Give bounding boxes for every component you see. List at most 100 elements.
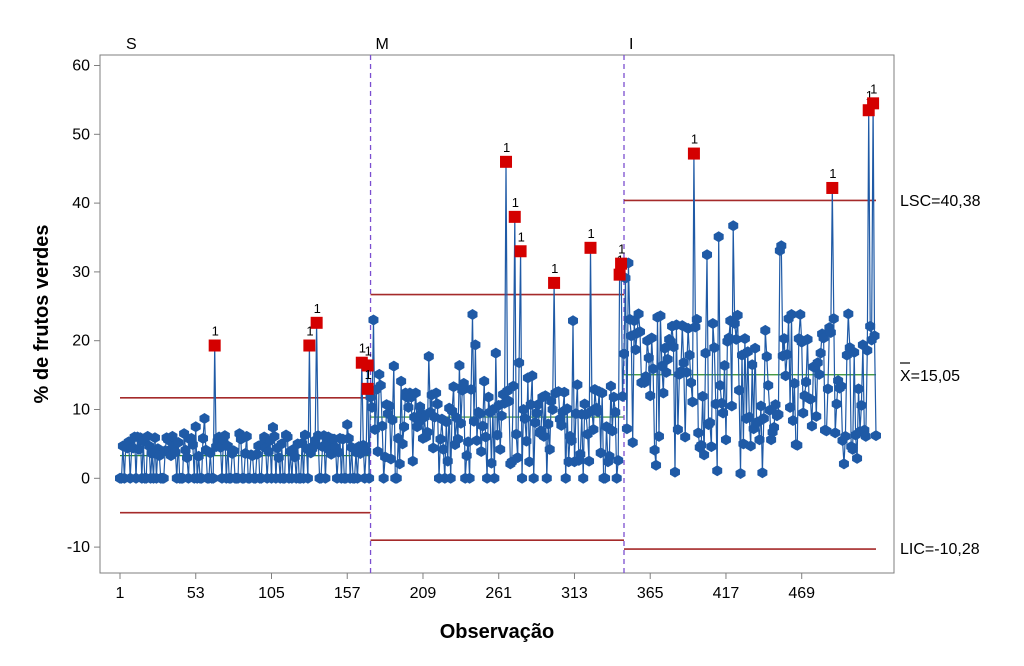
data-point: [755, 400, 766, 412]
data-point: [241, 430, 252, 442]
data-point: [466, 384, 477, 396]
data-point: [758, 412, 769, 424]
data-point: [149, 432, 160, 444]
y-tick-label: 10: [72, 402, 90, 419]
data-point: [299, 429, 310, 441]
data-point: [391, 472, 402, 484]
data-point: [438, 443, 449, 455]
y-tick-label: 30: [72, 264, 90, 281]
data-point: [441, 416, 452, 428]
data-point: [530, 417, 541, 429]
data-point: [818, 332, 829, 344]
data-point: [655, 310, 666, 322]
data-point: [568, 315, 579, 327]
data-point: [566, 434, 577, 446]
test-flag-label: 1: [518, 229, 525, 244]
data-point: [556, 419, 567, 431]
data-point: [463, 436, 474, 448]
test-flag-label: 1: [212, 324, 219, 339]
data-point: [588, 423, 599, 435]
test-flag-label: 1: [306, 324, 313, 339]
y-tick-label: 50: [72, 126, 90, 143]
data-point: [779, 333, 790, 345]
stage-label: I: [629, 36, 633, 53]
data-point: [847, 443, 858, 455]
test-flag-label: 1: [870, 81, 877, 96]
data-point: [514, 357, 525, 369]
data-point: [385, 453, 396, 465]
out-of-control-point: [548, 276, 561, 289]
data-point: [613, 454, 624, 466]
data-point: [525, 399, 536, 411]
data-point: [745, 440, 756, 452]
data-point: [643, 352, 654, 364]
data-point: [648, 363, 659, 375]
out-of-control-point: [514, 245, 527, 258]
data-point: [814, 368, 825, 380]
data-point: [678, 357, 689, 369]
data-point: [579, 398, 590, 410]
data-point: [744, 411, 755, 423]
data-point: [662, 353, 673, 365]
out-of-control-point: [615, 257, 628, 270]
x-tick-label: 417: [713, 585, 740, 602]
data-point: [831, 398, 842, 410]
data-point: [633, 308, 644, 320]
data-point: [668, 341, 679, 353]
data-point: [377, 420, 388, 432]
data-point: [658, 387, 669, 399]
data-point: [394, 458, 405, 470]
data-point: [399, 421, 410, 433]
data-point: [282, 431, 293, 443]
data-point: [798, 407, 809, 419]
data-point: [158, 472, 169, 484]
data-point: [468, 415, 479, 427]
data-point: [483, 391, 494, 403]
data-point: [696, 439, 707, 451]
data-point: [396, 375, 407, 387]
test-flag-label: 1: [503, 140, 510, 155]
data-point: [760, 324, 771, 336]
data-point: [754, 434, 765, 446]
data-point: [672, 423, 683, 435]
data-point: [269, 430, 280, 442]
data-point: [836, 380, 847, 392]
data-point: [649, 444, 660, 456]
data-point: [187, 439, 198, 451]
data-point: [731, 333, 742, 345]
data-point: [198, 432, 209, 444]
data-point: [521, 435, 532, 447]
data-point: [423, 351, 434, 363]
data-point: [646, 332, 657, 344]
data-point: [454, 359, 465, 371]
data-point: [431, 387, 442, 399]
data-point: [729, 318, 740, 329]
out-of-control-point: [361, 382, 374, 395]
data-point: [533, 399, 544, 411]
data-point: [595, 447, 606, 459]
data-point: [699, 449, 710, 461]
data-point: [709, 342, 720, 354]
test-flag-label: 1: [512, 195, 519, 210]
test-flag-label: 1: [359, 341, 366, 356]
data-point: [862, 344, 873, 356]
data-point: [263, 445, 274, 457]
data-point: [871, 430, 881, 442]
data-point: [489, 472, 500, 484]
data-point: [770, 399, 781, 411]
data-point: [716, 397, 727, 409]
data-point: [572, 379, 583, 391]
data-point: [133, 443, 144, 455]
data-point: [387, 414, 398, 426]
data-point: [432, 398, 443, 410]
center-line-label: X=15,05: [900, 368, 960, 385]
data-point: [763, 379, 774, 391]
data-point: [635, 326, 646, 338]
data-point: [541, 472, 552, 484]
x-tick-label: 261: [485, 585, 512, 602]
x-tick-label: 469: [788, 585, 815, 602]
test-flag-label: 1: [365, 367, 372, 382]
data-point: [592, 406, 603, 418]
data-point: [378, 472, 389, 484]
data-point: [611, 472, 622, 484]
